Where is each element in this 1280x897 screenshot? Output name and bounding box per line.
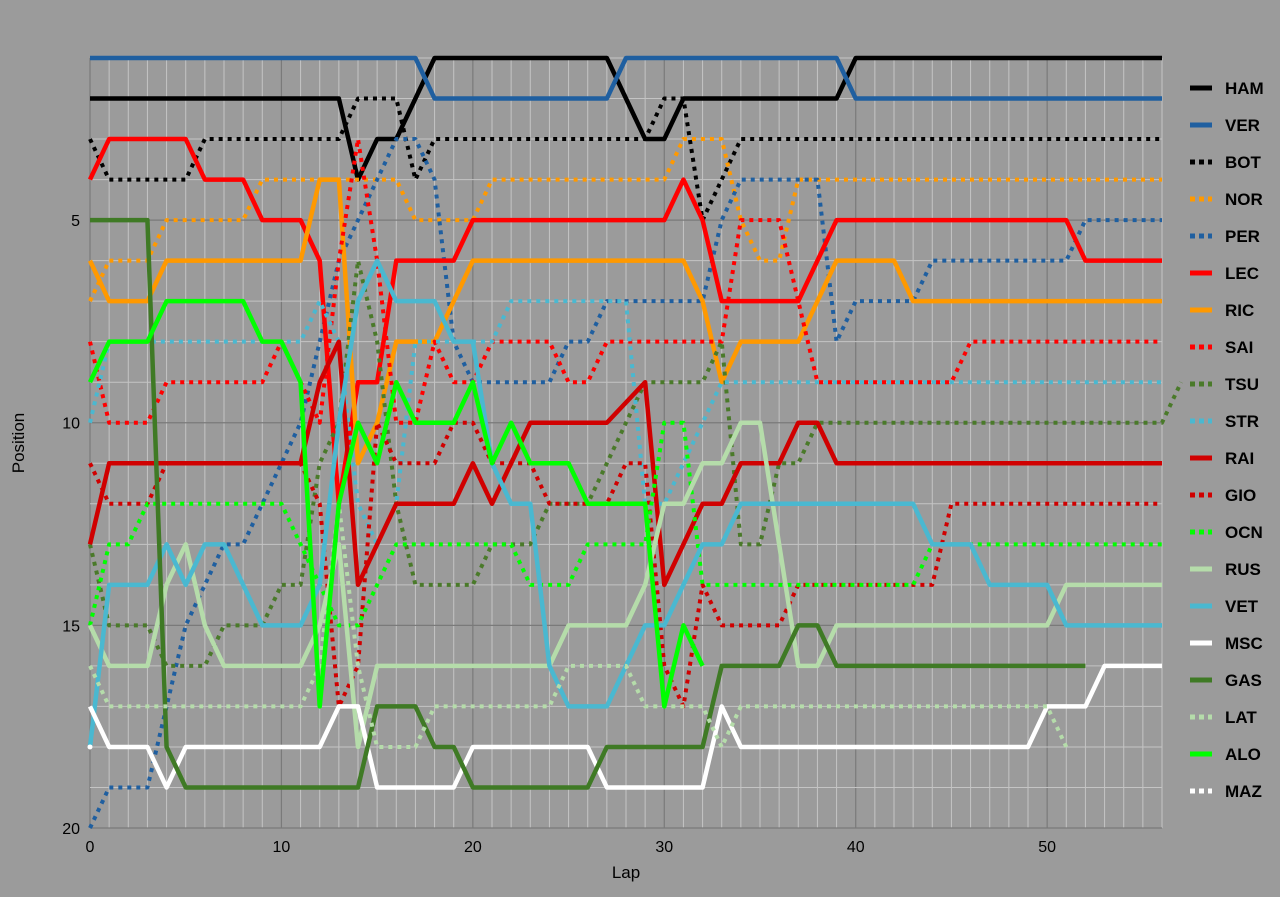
legend: HAM VER BOT NOR PER LEC RIC SAI TSU STR RAI GIO OCN R…: [1190, 79, 1264, 801]
legend-label-ham: HAM: [1225, 79, 1264, 98]
x-tick-label: 40: [847, 839, 865, 856]
legend-label-sai: SAI: [1225, 338, 1253, 357]
y-tick-label: 20: [62, 821, 80, 838]
legend-label-str: STR: [1225, 412, 1259, 431]
legend-label-ric: RIC: [1225, 301, 1254, 320]
x-axis-label: Lap: [612, 863, 640, 882]
series-line-lec: [87, 136, 1162, 507]
series-point-maz: [87, 744, 93, 750]
legend-label-maz: MAZ: [1225, 782, 1262, 801]
x-tick-label: 0: [86, 839, 95, 856]
series-layer: [87, 55, 1183, 829]
legend-label-rai: RAI: [1225, 449, 1254, 468]
series-line-ric: [87, 177, 1162, 466]
x-tick-label: 50: [1038, 839, 1056, 856]
legend-label-lec: LEC: [1225, 264, 1259, 283]
series-line-alo: [87, 298, 705, 709]
series-line-ver: [90, 55, 1162, 101]
axis-ticks: 0 10 20 30 40 50 5 10 15 20: [62, 213, 1056, 856]
series-line-per: [88, 137, 1162, 829]
x-tick-label: 20: [464, 839, 482, 856]
legend-label-ocn: OCN: [1225, 523, 1263, 542]
legend-label-alo: ALO: [1225, 745, 1261, 764]
series-line-rus: [87, 420, 1162, 750]
legend-label-tsu: TSU: [1225, 375, 1259, 394]
series-line-nor: [88, 137, 1162, 303]
x-tick-label: 30: [655, 839, 673, 856]
y-tick-label: 10: [62, 416, 80, 433]
series-line-vet: [87, 258, 1162, 748]
y-tick-label: 5: [71, 213, 80, 230]
series-line-gio: [88, 420, 1162, 709]
y-axis-label: Position: [9, 413, 28, 473]
series-line-tsu: [88, 258, 1183, 668]
series-line-msc: [87, 663, 1162, 790]
legend-label-lat: LAT: [1225, 708, 1257, 727]
legend-label-vet: VET: [1225, 597, 1259, 616]
y-tick-label: 15: [62, 618, 80, 635]
legend-label-nor: NOR: [1225, 190, 1263, 209]
legend-label-rus: RUS: [1225, 560, 1261, 579]
legend-label-per: PER: [1225, 227, 1260, 246]
series-line-rai: [87, 339, 1162, 588]
legend-label-bot: BOT: [1225, 153, 1262, 172]
legend-label-msc: MSC: [1225, 634, 1263, 653]
series-line-gas: [90, 217, 1086, 790]
legend-label-gio: GIO: [1225, 486, 1256, 505]
x-tick-label: 10: [273, 839, 291, 856]
legend-label-ver: VER: [1225, 116, 1260, 135]
legend-label-gas: GAS: [1225, 671, 1262, 690]
series-line-sai: [88, 137, 1162, 425]
series-line-bot: [88, 96, 1162, 223]
